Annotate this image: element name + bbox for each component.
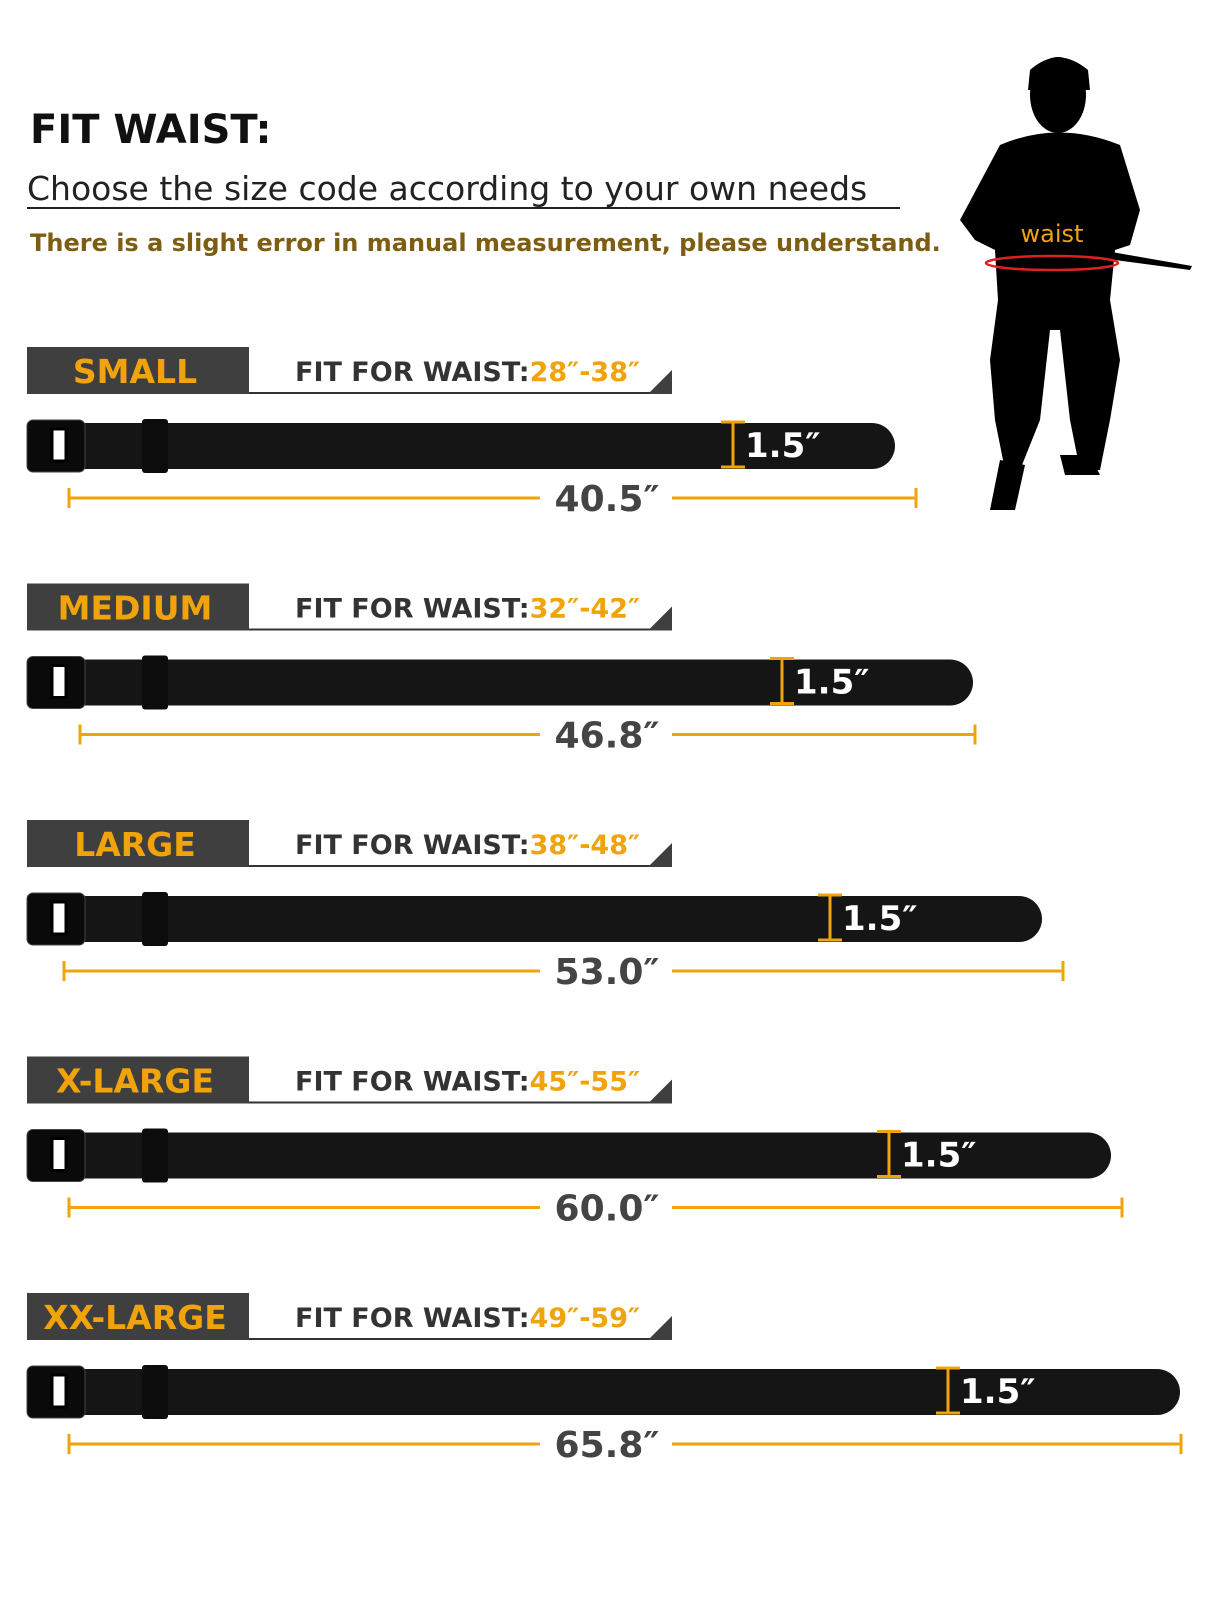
- length-label: 46.8″: [555, 716, 660, 757]
- fit-label: FIT FOR WAIST:: [295, 357, 530, 388]
- width-label: 1.5″: [794, 663, 869, 703]
- size-badge: [27, 347, 249, 394]
- soldier-silhouette: [960, 57, 1192, 510]
- fit-text: FIT FOR WAIST:28″-38″: [295, 357, 640, 388]
- fit-corner: [648, 370, 672, 394]
- width-label: 1.5″: [842, 899, 917, 939]
- size-badge: [27, 583, 249, 631]
- belt-strap: [60, 896, 1042, 942]
- size-name: XX-LARGE: [43, 1298, 227, 1337]
- fit-text: FIT FOR WAIST:45″-55″: [295, 1067, 640, 1098]
- waist-label: waist: [1021, 220, 1084, 248]
- buckle-slot: [50, 427, 68, 463]
- size-name: MEDIUM: [58, 589, 213, 628]
- width-label: 1.5″: [960, 1372, 1035, 1412]
- fit-label: FIT FOR WAIST:: [295, 1067, 530, 1098]
- fit-text: FIT FOR WAIST:49″-59″: [295, 1303, 640, 1334]
- fit-text: FIT FOR WAIST:32″-42″: [295, 594, 640, 625]
- belt-strap: [60, 1132, 1111, 1179]
- length-label: 60.0″: [555, 1189, 660, 1230]
- length-label: 53.0″: [555, 952, 660, 993]
- size-name: LARGE: [74, 825, 196, 864]
- title: FIT WAIST:: [30, 107, 271, 153]
- buckle-slot: [50, 664, 68, 699]
- length-label: 65.8″: [555, 1425, 660, 1466]
- belt-keeper: [142, 419, 168, 473]
- fit-text: FIT FOR WAIST:38″-48″: [295, 830, 640, 861]
- note: There is a slight error in manual measur…: [30, 229, 941, 257]
- size-name: X-LARGE: [56, 1062, 214, 1101]
- buckle-slot: [50, 1373, 68, 1409]
- fit-corner: [648, 606, 672, 631]
- belt-keeper: [142, 655, 168, 710]
- size-badge: [27, 1293, 249, 1340]
- size-name: SMALL: [73, 352, 197, 391]
- length-label: 40.5″: [555, 479, 660, 520]
- belt-strap: [60, 423, 895, 469]
- size-badge: [27, 1056, 249, 1104]
- buckle-slot: [50, 900, 68, 936]
- width-label: 1.5″: [901, 1136, 976, 1176]
- fit-corner: [648, 843, 672, 867]
- buckle-slot: [50, 1137, 68, 1172]
- belt-keeper: [142, 1365, 168, 1419]
- width-label: 1.5″: [745, 426, 820, 466]
- belt-keeper: [142, 892, 168, 946]
- fit-range: 32″-42″: [530, 594, 640, 625]
- belt-strap: [60, 1369, 1180, 1415]
- fit-label: FIT FOR WAIST:: [295, 594, 530, 625]
- fit-label: FIT FOR WAIST:: [295, 1303, 530, 1334]
- fit-range: 49″-59″: [530, 1303, 640, 1334]
- belt-keeper: [142, 1128, 168, 1183]
- subtitle: Choose the size code according to your o…: [27, 169, 867, 208]
- fit-corner: [648, 1316, 672, 1340]
- size-badge: [27, 820, 249, 867]
- fit-label: FIT FOR WAIST:: [295, 830, 530, 861]
- fit-range: 28″-38″: [530, 357, 640, 388]
- belt-strap: [60, 659, 973, 706]
- fit-range: 38″-48″: [530, 830, 640, 861]
- waist-marker: [984, 254, 1120, 272]
- fit-range: 45″-55″: [530, 1067, 640, 1098]
- fit-corner: [648, 1079, 672, 1104]
